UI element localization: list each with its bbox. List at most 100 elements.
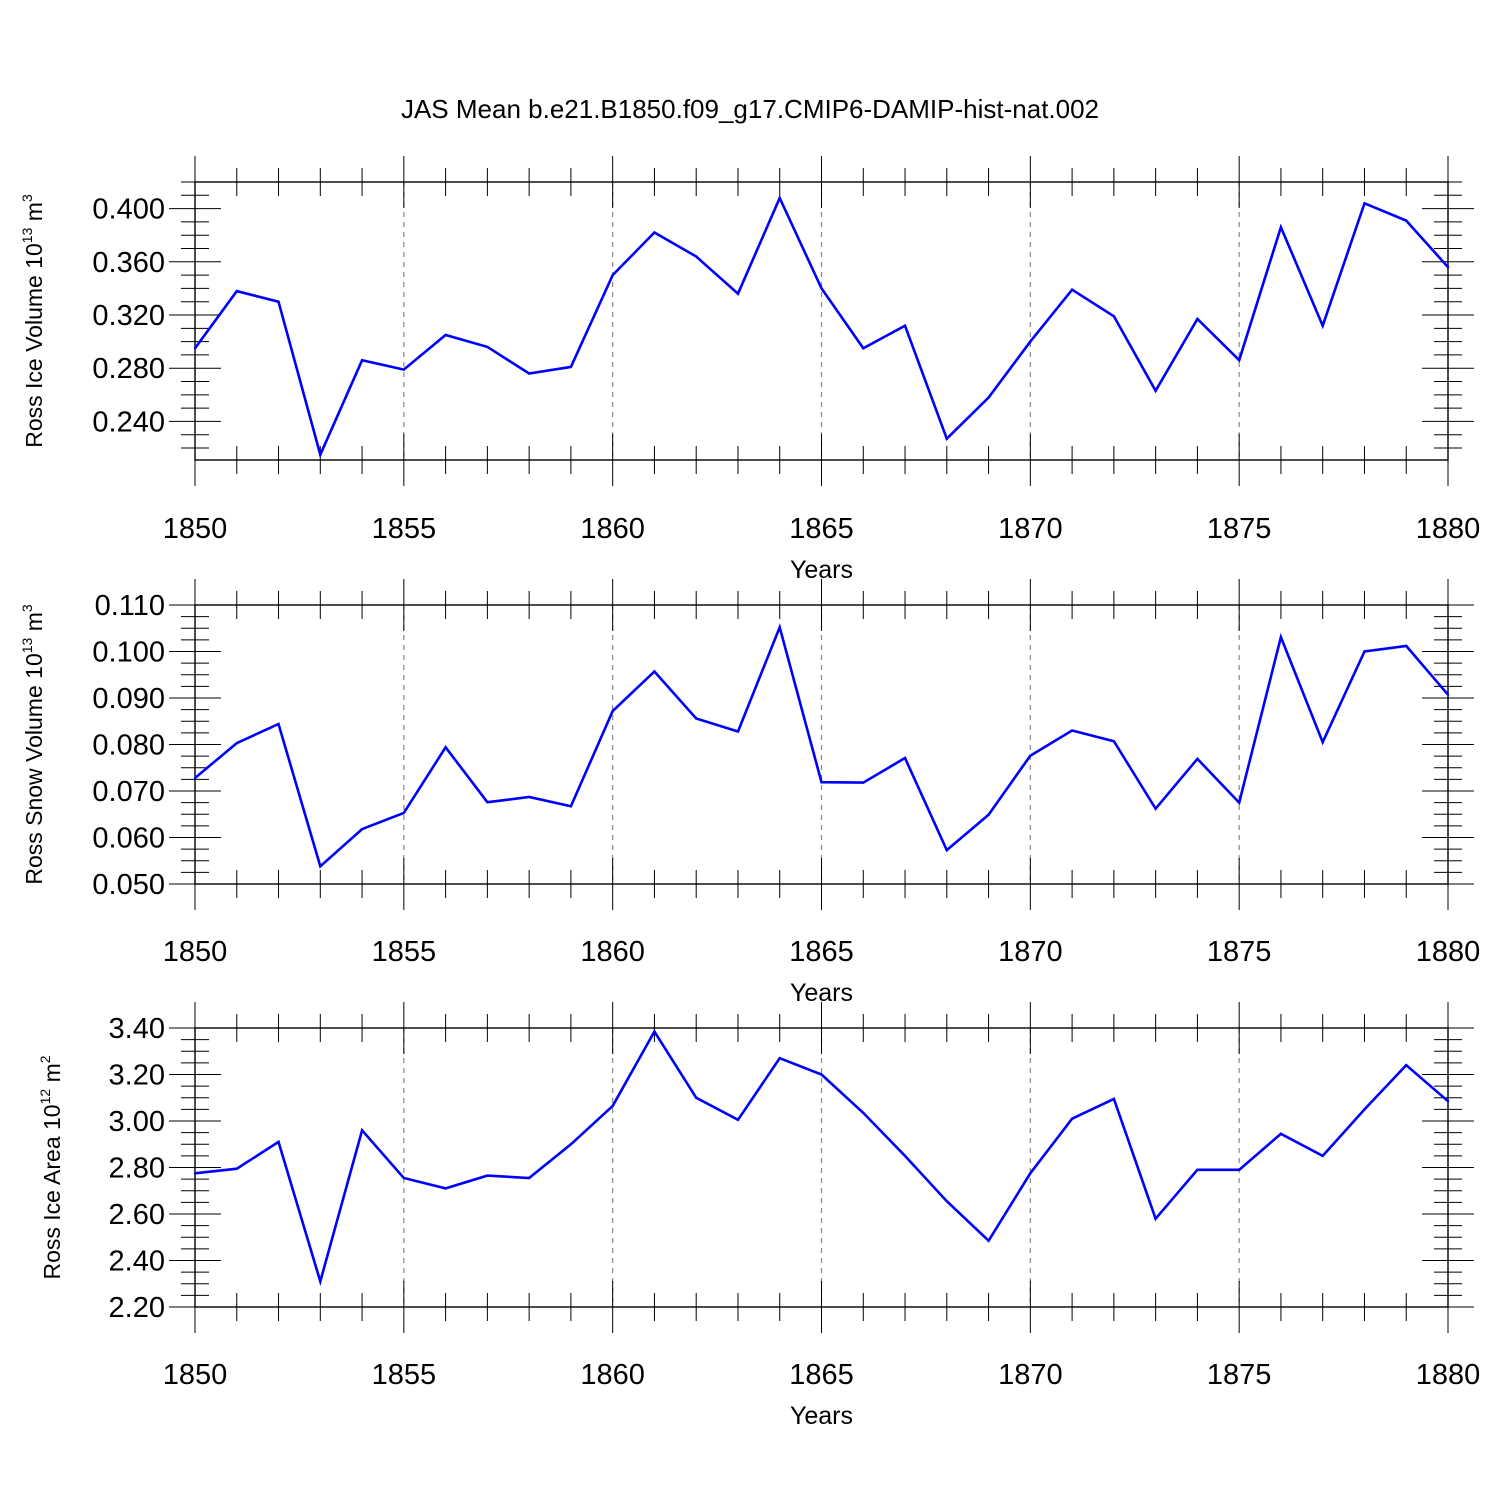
data-point (569, 365, 573, 369)
plot-frame (194, 181, 1449, 461)
y-tick-label: 0.240 (92, 406, 165, 438)
data-point (235, 289, 238, 293)
data-point (1279, 226, 1283, 229)
y-axis-title-unit: m (39, 1063, 65, 1089)
data-point (695, 717, 698, 720)
y-tick-label: 0.100 (92, 637, 165, 669)
data-point (527, 372, 531, 375)
data-point (1196, 317, 1199, 321)
y-tick-label: 0.110 (95, 590, 165, 622)
data-point (569, 805, 573, 808)
data-point (987, 396, 990, 399)
data-point (736, 730, 740, 733)
data-point (1405, 219, 1408, 222)
data-point (778, 626, 781, 629)
chart-panel-1: 0.240 0.280 0.320 0.360 0.400 1850 1855 1860 186… (19, 156, 1480, 584)
data-point (193, 776, 197, 780)
x-tick-label: 1865 (789, 1359, 854, 1391)
x-tick-label: 1855 (372, 513, 437, 545)
data-point (945, 437, 948, 440)
y-tick-label: 0.280 (92, 353, 165, 385)
data-point (903, 324, 907, 327)
data-point (1029, 754, 1032, 757)
x-tick-label: 1865 (789, 513, 854, 545)
y-axis-title-unit-exponent: 2 (37, 1055, 53, 1063)
y-tick-label: 3.00 (109, 1106, 165, 1138)
data-point (277, 1140, 280, 1144)
data-point (360, 1129, 364, 1132)
data-point (611, 709, 614, 713)
data-point (862, 781, 865, 784)
x-tick-label: 1870 (998, 1359, 1063, 1391)
data-point (235, 741, 238, 745)
data-point (1196, 757, 1199, 761)
data-point (1405, 644, 1408, 648)
y-axis-title: Ross Ice Volume 1013 m3 (19, 194, 47, 448)
y-tick-label: 2.60 (109, 1199, 165, 1231)
chart-panel-2: 0.050 0.060 0.070 0.080 0.090 0.100 0.110 1850 1… (19, 579, 1480, 1007)
x-tick-label: 1855 (372, 936, 437, 968)
x-tick-label: 1860 (580, 1359, 645, 1391)
data-point (1029, 340, 1032, 343)
data-point (360, 359, 364, 362)
data-point (569, 1143, 573, 1146)
y-tick-label: 0.070 (92, 776, 165, 808)
x-axis-title: Years (790, 1402, 853, 1430)
y-tick-label: 0.400 (92, 194, 165, 226)
data-point (402, 368, 406, 371)
data-point (611, 1104, 614, 1108)
data-point (1237, 1168, 1241, 1172)
data-point (1154, 389, 1157, 393)
y-tick-label: 0.080 (92, 730, 165, 762)
y-tick-label: 0.050 (92, 869, 165, 901)
x-tick-label: 1850 (163, 513, 228, 545)
data-point (653, 670, 656, 673)
x-tick-label: 1865 (789, 936, 854, 968)
y-axis-title-unit-exponent: 3 (19, 604, 35, 612)
y-axis-title-unit-exponent: 3 (19, 194, 35, 202)
data-point (1363, 650, 1366, 653)
data-point (1237, 359, 1241, 362)
data-point (945, 848, 948, 852)
data-point (319, 453, 322, 456)
figure-title: JAS Mean b.e21.B1850.f09_g17.CMIP6-DAMIP… (401, 94, 1099, 124)
data-point (1363, 1108, 1366, 1111)
x-tick-label: 1875 (1207, 513, 1272, 545)
data-point (1446, 1100, 1450, 1103)
data-point (1112, 740, 1116, 743)
x-tick-label: 1860 (580, 936, 645, 968)
data-point (1279, 1132, 1283, 1135)
data-point (527, 795, 531, 799)
y-tick-label: 2.80 (109, 1153, 165, 1185)
x-tick-label: 1870 (998, 936, 1063, 968)
plot-frame (194, 1027, 1449, 1308)
data-point (945, 1200, 948, 1203)
data-point (903, 1154, 907, 1158)
data-point (695, 255, 698, 258)
data-point (1279, 635, 1283, 639)
data-point (527, 1176, 531, 1180)
panels: 0.240 0.280 0.320 0.360 0.400 1850 1855 1860 186… (19, 156, 1480, 1430)
data-point (736, 1118, 740, 1122)
data-point (820, 287, 823, 290)
x-tick-label: 1850 (163, 936, 228, 968)
y-tick-label: 0.320 (92, 300, 165, 332)
data-point (987, 1239, 990, 1242)
x-tick-label: 1875 (1207, 1359, 1272, 1391)
data-point (1446, 265, 1450, 269)
data-point (778, 196, 781, 200)
y-axis-title-exponent: 13 (19, 637, 35, 653)
x-tick-label: 1875 (1207, 936, 1272, 968)
data-point (444, 746, 447, 749)
y-tick-label: 2.40 (109, 1246, 165, 1278)
data-point (820, 1073, 823, 1076)
data-point (277, 300, 280, 303)
data-point (1154, 1217, 1157, 1220)
x-tick-label: 1870 (998, 513, 1063, 545)
x-tick-label: 1855 (372, 1359, 437, 1391)
data-point (1070, 1117, 1074, 1120)
x-tick-label: 1880 (1416, 1359, 1481, 1391)
y-axis-title-main: Ross Ice Area 10 (39, 1104, 65, 1279)
data-point (486, 1174, 489, 1177)
